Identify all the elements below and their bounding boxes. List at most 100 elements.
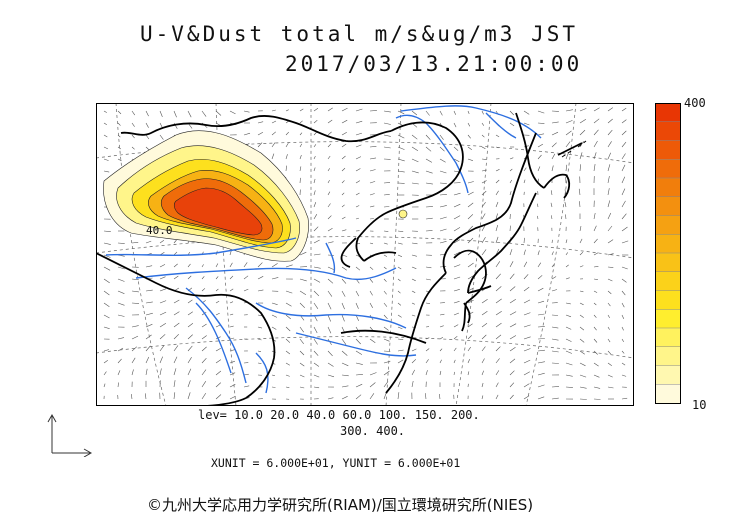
wind-vector [271,109,276,112]
wind-vector [145,301,153,304]
wind-vector [607,239,614,244]
wind-vector [397,278,401,282]
wind-vector [355,168,361,172]
wind-vector [215,382,222,388]
wind-vector [271,302,278,305]
wind-vector [285,386,290,388]
colorbar-level [655,178,681,198]
wind-vector [481,146,486,149]
wind-vector [439,110,443,116]
wind-vector [271,131,276,136]
wind-vector [439,134,444,140]
wind-vector [509,273,515,280]
wind-vector [355,144,362,148]
wind-vector [621,374,627,377]
wind-vector [313,290,320,297]
wind-vector [131,302,140,304]
wind-vector [159,356,163,364]
wind-vector [439,194,447,196]
wind-vector [355,383,363,388]
wind-vector [481,311,488,316]
colorbar-level [655,346,681,366]
wind-vector [271,153,275,160]
wind-vector [523,336,531,340]
wind-vector [593,107,600,112]
wind-vector [117,242,125,244]
wind-vector [621,397,628,400]
wind-vector [579,314,584,318]
wind-vector [201,264,204,268]
wind-vector [481,122,485,126]
wind-vector [369,181,376,184]
wind-vector [355,362,363,365]
wind-vector [537,300,545,304]
wind-vector [439,336,444,340]
wind-vector [411,302,415,305]
wind-vector [621,107,627,112]
wind-vector [117,337,125,340]
wind-vector [327,215,332,220]
wind-vector [467,371,470,376]
wind-vector [550,190,553,196]
wind-vector [215,370,222,376]
wind-vector [257,326,263,329]
wind-vector [187,323,194,328]
wind-vector [425,302,431,304]
wind-vector [215,347,221,352]
wind-vector [131,346,138,352]
wind-vector [607,362,612,367]
wind-vector [481,180,487,184]
wind-vector [173,299,180,304]
wind-vector [271,120,277,124]
wind-vector [299,166,302,172]
wind-vector [509,191,512,196]
wind-vector [397,314,402,318]
wind-vector [229,337,235,340]
colorbar-level [655,196,681,216]
wind-vector [467,146,472,151]
wind-vector [621,164,626,172]
wind-vector [425,110,430,116]
wind-vector [495,346,501,352]
wind-vector [495,236,499,244]
wind-vector [327,191,331,196]
wind-vector [103,349,109,352]
wind-vector [621,338,624,342]
wind-vector [425,134,431,140]
wind-vector [481,190,487,196]
wind-vector [509,179,513,184]
wind-vector [439,182,447,184]
wind-vector [551,153,556,160]
plot-datetime: 2017/03/13.21:00:00 [285,52,583,76]
wind-vector [243,262,248,268]
wind-vector [481,237,486,244]
wind-vector [327,350,333,357]
wind-vector [257,362,262,364]
wind-vector [299,290,307,295]
wind-vector [313,131,317,136]
colorbar-level [655,253,681,273]
wind-vector [355,302,359,309]
wind-vector [621,302,625,308]
wind-vector [453,239,461,244]
wind-vector [271,142,276,148]
wind-vector [341,290,346,297]
wind-vector [537,349,545,352]
wind-vector [313,201,317,208]
wind-vector [593,362,599,367]
wind-vector [103,146,109,150]
wind-vector [173,380,176,388]
wind-vector [369,193,375,196]
wind-vector [509,311,517,316]
wind-vector [425,158,433,163]
wind-vector [467,237,474,244]
wind-vector [299,132,303,136]
wind-vector [327,397,334,400]
wind-vector [103,158,109,161]
wind-vector [593,252,599,256]
wind-vector [579,238,583,244]
wind-vector [439,313,445,316]
wind-vector [593,302,597,306]
wind-vector [383,338,390,342]
wind-vector [411,314,416,317]
